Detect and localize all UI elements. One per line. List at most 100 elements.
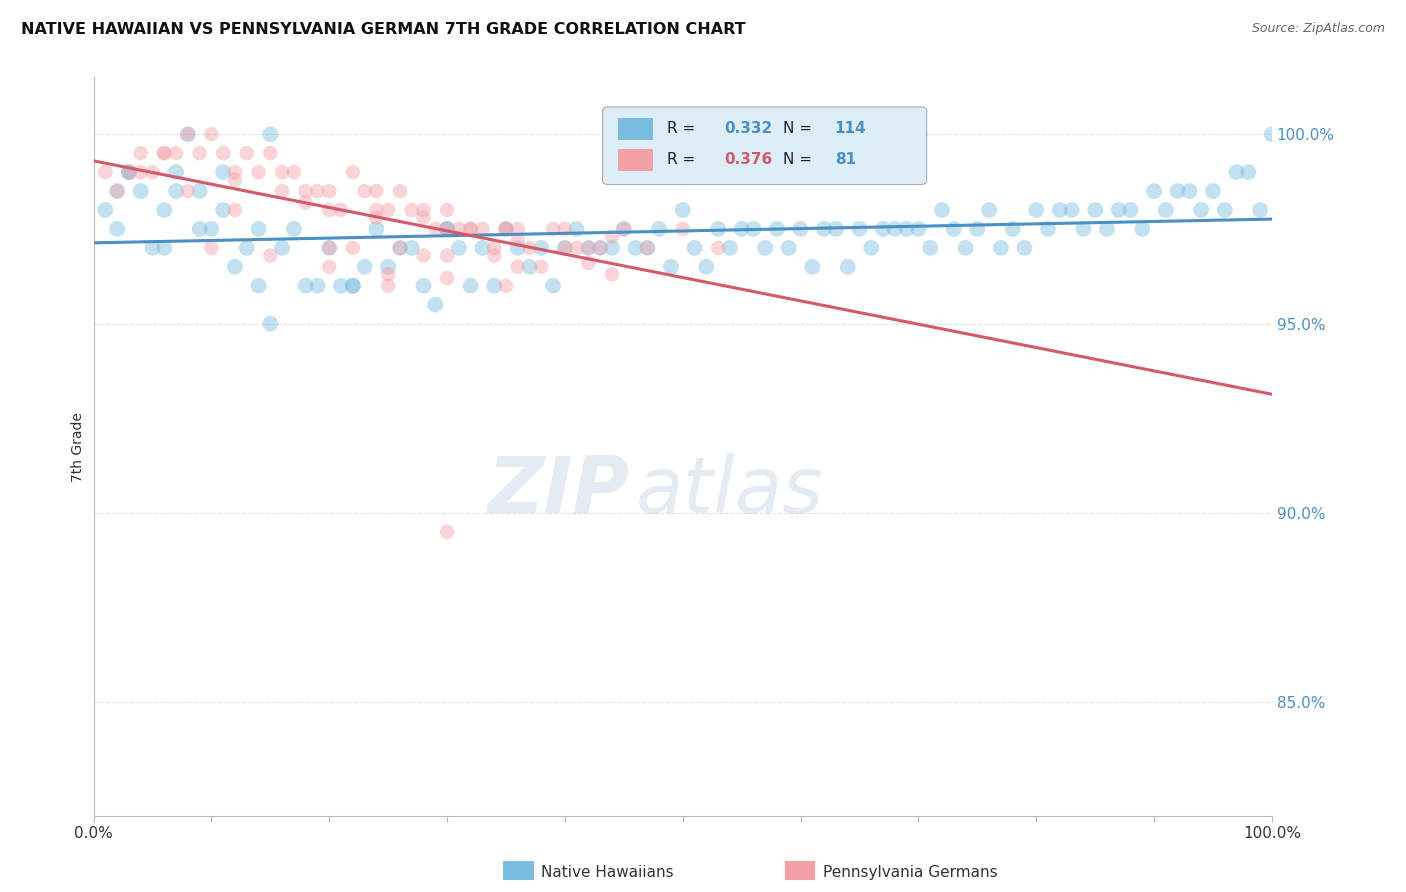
Point (425, 222, 447, 236)
Point (188, 184, 211, 198)
Point (388, 241, 411, 255)
Point (1249, 202, 1271, 217)
Point (105, 184, 128, 198)
Point (966, 222, 988, 236)
Text: Source: ZipAtlas.com: Source: ZipAtlas.com (1251, 22, 1385, 36)
Point (1167, 184, 1189, 198)
Point (778, 241, 800, 255)
Point (495, 222, 517, 236)
Point (366, 184, 388, 198)
Point (212, 202, 235, 217)
Point (342, 165, 364, 179)
Point (307, 278, 329, 293)
Point (554, 241, 576, 255)
Point (1073, 222, 1095, 236)
Point (648, 222, 671, 236)
Point (554, 222, 576, 236)
Point (283, 165, 305, 179)
Point (436, 248, 458, 262)
Point (1154, 202, 1177, 217)
Point (1202, 184, 1225, 198)
Point (530, 260, 553, 274)
Point (519, 241, 541, 255)
Point (188, 146, 211, 161)
Point (942, 222, 965, 236)
Point (565, 241, 588, 255)
Point (506, 233, 529, 247)
Point (1014, 241, 1036, 255)
Point (1060, 202, 1083, 217)
Text: 81: 81 (835, 152, 856, 167)
Point (1130, 222, 1153, 236)
Point (353, 260, 375, 274)
Point (907, 222, 929, 236)
Point (589, 241, 612, 255)
Point (754, 241, 776, 255)
Point (848, 222, 870, 236)
Point (129, 184, 152, 198)
Point (730, 222, 752, 236)
Point (153, 146, 176, 161)
Text: Pennsylvania Germans: Pennsylvania Germans (823, 865, 997, 880)
Point (482, 241, 505, 255)
Point (153, 241, 176, 255)
Point (578, 241, 600, 255)
Point (165, 146, 187, 161)
Text: R =: R = (668, 152, 696, 167)
Point (200, 241, 222, 255)
Point (353, 184, 375, 198)
Point (707, 222, 730, 236)
Point (471, 222, 494, 236)
Point (1237, 165, 1260, 179)
Point (554, 241, 576, 255)
Text: N =: N = (783, 152, 811, 167)
Point (342, 278, 364, 293)
Point (294, 278, 316, 293)
Point (578, 241, 600, 255)
Point (931, 202, 953, 217)
Text: 114: 114 (835, 121, 866, 136)
Point (789, 222, 811, 236)
Point (118, 165, 141, 179)
Point (683, 241, 706, 255)
Point (1108, 202, 1130, 217)
Point (1025, 202, 1047, 217)
Point (318, 184, 340, 198)
Point (200, 222, 222, 236)
Point (460, 278, 482, 293)
Bar (617, 149, 654, 171)
Point (129, 165, 152, 179)
Point (412, 202, 434, 217)
Point (436, 271, 458, 285)
Point (177, 127, 200, 141)
Point (224, 172, 246, 186)
Point (247, 222, 270, 236)
Point (271, 241, 294, 255)
Point (436, 222, 458, 236)
Text: NATIVE HAWAIIAN VS PENNSYLVANIA GERMAN 7TH GRADE CORRELATION CHART: NATIVE HAWAIIAN VS PENNSYLVANIA GERMAN 7… (21, 22, 745, 37)
Point (153, 202, 176, 217)
Point (141, 241, 163, 255)
Point (412, 248, 434, 262)
Point (271, 165, 294, 179)
Point (495, 222, 517, 236)
Point (990, 241, 1012, 255)
Point (600, 268, 623, 282)
Point (318, 202, 340, 217)
Text: 0.376: 0.376 (724, 152, 772, 167)
Point (271, 184, 294, 198)
Point (636, 241, 658, 255)
Point (541, 222, 564, 236)
Point (860, 241, 883, 255)
Point (883, 222, 905, 236)
Point (896, 222, 918, 236)
Point (307, 184, 329, 198)
Point (259, 317, 281, 331)
Point (955, 241, 977, 255)
Point (259, 127, 281, 141)
Point (672, 202, 695, 217)
Point (613, 222, 636, 236)
Point (1143, 184, 1166, 198)
Point (318, 241, 340, 255)
Point (425, 298, 447, 312)
